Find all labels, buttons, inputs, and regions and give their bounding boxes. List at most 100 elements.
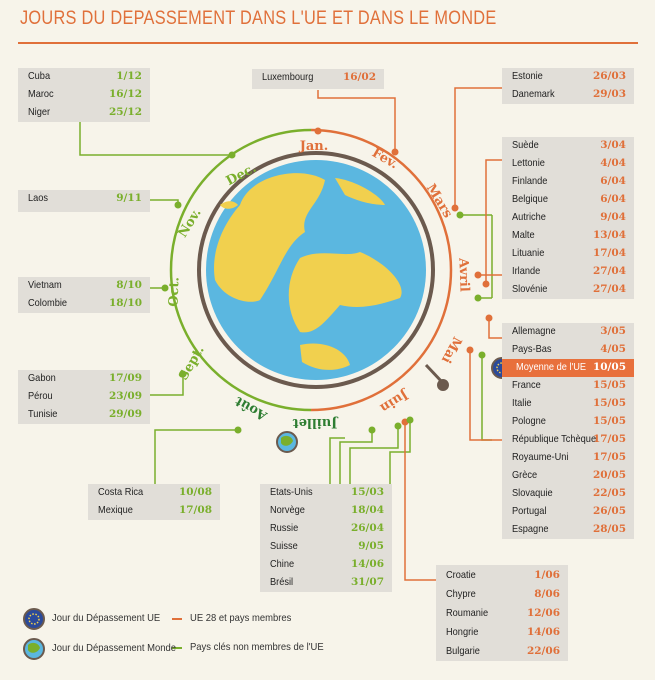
overshoot-date: 13/04 — [592, 229, 626, 241]
table-row: Slovénie 27/04 — [502, 281, 634, 299]
group-luxembourg: Luxembourg 16/02 — [252, 69, 384, 89]
country-name: Vietnam — [28, 279, 62, 291]
country-name: Autriche — [512, 211, 546, 223]
country-name: Bulgarie — [446, 645, 480, 657]
country-name: Luxembourg — [262, 71, 314, 83]
overshoot-date: 25/12 — [108, 106, 142, 118]
country-name: Irlande — [512, 265, 541, 277]
overshoot-date: 17/05 — [592, 451, 626, 463]
overshoot-date: 12/06 — [526, 607, 560, 619]
legend-world-day: Jour du Dépassement Monde — [52, 642, 176, 654]
overshoot-date: 29/09 — [108, 408, 142, 420]
table-row: Chypre 8/06 — [436, 586, 568, 604]
table-row: Hongrie 14/06 — [436, 624, 568, 642]
overshoot-date: 15/03 — [350, 486, 384, 498]
group-vietnam: Vietnam 8/10 Colombie 18/10 — [18, 277, 150, 313]
country-name: Cuba — [28, 70, 51, 82]
continents — [214, 173, 402, 370]
overshoot-date: 26/04 — [350, 522, 384, 534]
table-row: Luxembourg 16/02 — [252, 69, 384, 87]
group-costarica: Costa Rica 10/08 Mexique 17/08 — [88, 484, 220, 520]
eu-dots — [314, 127, 493, 426]
country-name: Pérou — [28, 390, 53, 402]
table-row: Croatie 1/06 — [436, 567, 568, 585]
overshoot-date: 31/07 — [350, 576, 384, 588]
country-name: Italie — [512, 397, 532, 409]
country-name: Roumanie — [446, 607, 489, 619]
country-name: Norvège — [270, 504, 305, 516]
month-jan: Jan. — [299, 139, 329, 154]
table-row: Suisse 9/05 — [260, 538, 392, 556]
overshoot-date: 3/04 — [600, 139, 626, 151]
month-oct: Oct. — [166, 277, 182, 307]
overshoot-date: 26/03 — [592, 70, 626, 82]
overshoot-date: 28/05 — [592, 523, 626, 535]
table-row: Russie 26/04 — [260, 520, 392, 538]
group-usa: Etats-Unis 15/03 Norvège 18/04 Russie 26/04 Su… — [260, 484, 392, 592]
overshoot-date: 18/04 — [350, 504, 384, 516]
country-name: Slovaquie — [512, 487, 553, 499]
page-title: JOURS DU DEPASSEMENT DANS L'UE ET DANS L… — [20, 8, 497, 29]
overshoot-date: 1/06 — [534, 569, 560, 581]
overshoot-date: 3/05 — [600, 325, 626, 337]
overshoot-date: 4/04 — [600, 157, 626, 169]
country-name: Moyenne de l'UE — [516, 361, 587, 373]
overshoot-date: 14/06 — [350, 558, 384, 570]
table-row: Etats-Unis 15/03 — [260, 484, 392, 502]
country-name: Colombie — [28, 297, 68, 309]
country-name: Lituanie — [512, 247, 545, 259]
overshoot-date: 9/05 — [358, 540, 384, 552]
country-name: Russie — [270, 522, 299, 534]
month-mar: Mars — [423, 181, 455, 220]
country-name: Belgique — [512, 193, 548, 205]
table-row: Irlande 27/04 — [502, 263, 634, 281]
table-row: Italie 15/05 — [502, 395, 634, 413]
country-name: Laos — [28, 192, 49, 204]
overshoot-date: 14/06 — [526, 626, 560, 638]
country-name: Espagne — [512, 523, 549, 535]
overshoot-date: 17/09 — [108, 372, 142, 384]
world-ring — [169, 128, 312, 412]
country-name: Pologne — [512, 415, 546, 427]
table-row: Slovaquie 22/05 — [502, 485, 634, 503]
overshoot-date: 4/05 — [600, 343, 626, 355]
country-name: Chine — [270, 558, 295, 570]
country-name: Mexique — [98, 504, 133, 516]
overshoot-date: 8/06 — [534, 588, 560, 600]
country-name: Malte — [512, 229, 535, 241]
country-name: Brésil — [270, 576, 294, 588]
overshoot-date: 23/09 — [108, 390, 142, 402]
country-name: France — [512, 379, 541, 391]
country-name: Tunisie — [28, 408, 58, 420]
table-row: Lituanie 17/04 — [502, 245, 634, 263]
group-laos: Laos 9/11 — [18, 190, 150, 212]
country-name: Finlande — [512, 175, 548, 187]
table-row: Niger 25/12 — [18, 104, 150, 122]
eu-ring — [310, 128, 453, 412]
country-name: République Tchèque — [512, 433, 597, 445]
country-name: Gabon — [28, 372, 56, 384]
legend-eu-members: UE 28 et pays membres — [190, 612, 292, 624]
group-estonie: Estonie 26/03 Danemark 29/03 — [502, 68, 634, 104]
legend-non-members: Pays clés non membres de l'UE — [190, 641, 324, 653]
group-allemagne: Allemagne 3/05 Pays-Bas 4/05 Moyenne de l'UE… — [502, 323, 634, 539]
overshoot-date: 17/08 — [178, 504, 212, 516]
country-name: Hongrie — [446, 626, 479, 638]
table-row: Finlande 6/04 — [502, 173, 634, 191]
overshoot-date: 27/04 — [592, 265, 626, 277]
table-row: Danemark 29/03 — [502, 86, 634, 104]
overshoot-date: 1/12 — [116, 70, 142, 82]
title-rule — [18, 42, 638, 44]
month-may: Mai — [438, 334, 464, 366]
country-name: Croatie — [446, 569, 476, 581]
clock-hand-knob — [437, 379, 449, 391]
table-row: Gabon 17/09 — [18, 370, 150, 388]
table-row: Lettonie 4/04 — [502, 155, 634, 173]
table-row: Suède 3/04 — [502, 137, 634, 155]
overshoot-date: 17/04 — [592, 247, 626, 259]
table-row: Portugal 26/05 — [502, 503, 634, 521]
table-row: Estonie 26/03 — [502, 68, 634, 86]
table-row: Grèce 20/05 — [502, 467, 634, 485]
country-name: Slovénie — [512, 283, 548, 295]
